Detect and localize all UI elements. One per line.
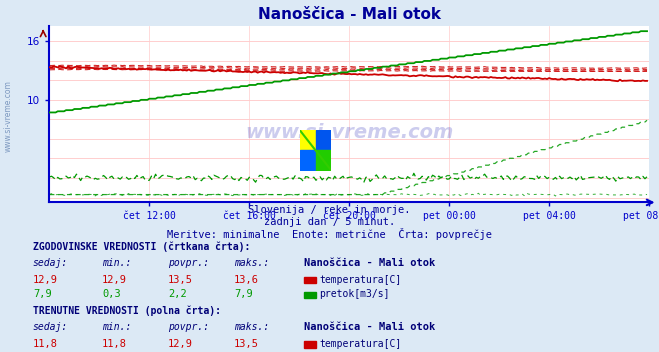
- Text: min.:: min.:: [102, 258, 132, 268]
- Title: Nanoščica - Mali otok: Nanoščica - Mali otok: [258, 7, 441, 23]
- Text: 13,5: 13,5: [234, 339, 259, 349]
- Text: 12,9: 12,9: [168, 339, 193, 349]
- Bar: [300, 151, 331, 171]
- Text: povpr.:: povpr.:: [168, 322, 209, 332]
- Text: 12,9: 12,9: [33, 275, 58, 285]
- Text: Meritve: minimalne  Enote: metrične  Črta: povprečje: Meritve: minimalne Enote: metrične Črta:…: [167, 228, 492, 240]
- Text: zadnji dan / 5 minut.: zadnji dan / 5 minut.: [264, 217, 395, 227]
- Text: sedaj:: sedaj:: [33, 322, 68, 332]
- Text: sedaj:: sedaj:: [33, 258, 68, 268]
- Text: Nanoščica - Mali otok: Nanoščica - Mali otok: [304, 258, 436, 268]
- Text: temperatura[C]: temperatura[C]: [320, 339, 402, 349]
- Text: Nanoščica - Mali otok: Nanoščica - Mali otok: [304, 322, 436, 332]
- Text: temperatura[C]: temperatura[C]: [320, 275, 402, 285]
- Text: www.si-vreme.com: www.si-vreme.com: [3, 80, 13, 152]
- Text: povpr.:: povpr.:: [168, 258, 209, 268]
- Text: 7,9: 7,9: [33, 289, 51, 300]
- Text: www.si-vreme.com: www.si-vreme.com: [245, 122, 453, 142]
- Text: 11,8: 11,8: [33, 339, 58, 349]
- Text: TRENUTNE VREDNOSTI (polna črta):: TRENUTNE VREDNOSTI (polna črta):: [33, 306, 221, 316]
- Text: 12,9: 12,9: [102, 275, 127, 285]
- Text: maks.:: maks.:: [234, 258, 269, 268]
- Text: 13,6: 13,6: [234, 275, 259, 285]
- Text: Slovenija / reke in morje.: Slovenija / reke in morje.: [248, 205, 411, 215]
- Bar: [300, 130, 316, 151]
- Text: ZGODOVINSKE VREDNOSTI (črtkana črta):: ZGODOVINSKE VREDNOSTI (črtkana črta):: [33, 241, 250, 252]
- Text: 11,8: 11,8: [102, 339, 127, 349]
- Bar: [316, 151, 331, 171]
- Text: 7,9: 7,9: [234, 289, 252, 300]
- Text: 2,2: 2,2: [168, 289, 186, 300]
- Text: 0,3: 0,3: [102, 289, 121, 300]
- Text: 13,5: 13,5: [168, 275, 193, 285]
- Text: min.:: min.:: [102, 322, 132, 332]
- Text: maks.:: maks.:: [234, 322, 269, 332]
- Text: pretok[m3/s]: pretok[m3/s]: [320, 289, 390, 300]
- Bar: [316, 130, 331, 151]
